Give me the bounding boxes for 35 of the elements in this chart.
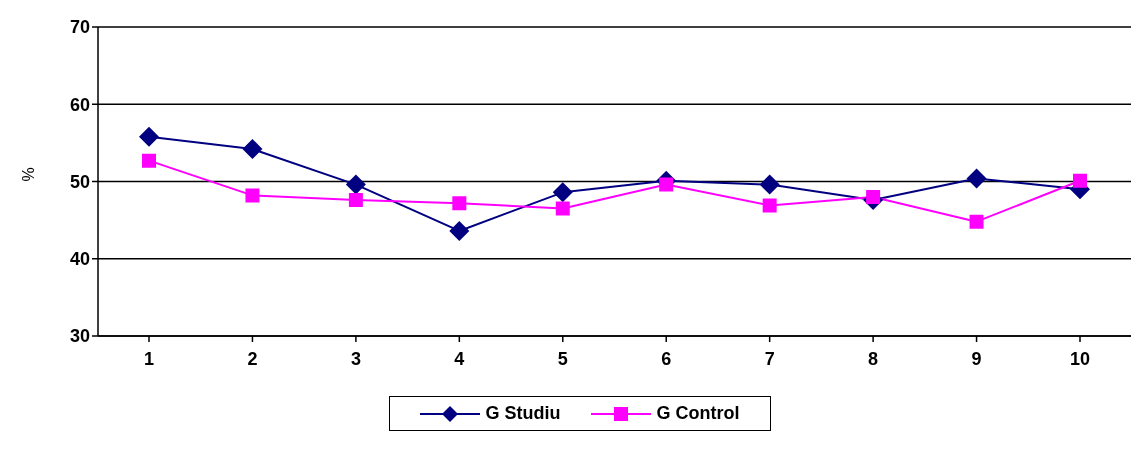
point [966, 168, 987, 189]
point [552, 182, 573, 203]
point [242, 139, 263, 160]
point [245, 188, 260, 203]
y-tick-label: 60 [69, 94, 90, 115]
legend-label: G Studiu [485, 403, 561, 424]
x-tick-label: 9 [971, 348, 982, 369]
y-tick-label: 30 [69, 326, 90, 347]
point [452, 196, 467, 211]
point [555, 201, 570, 216]
point [345, 174, 366, 195]
point [969, 214, 984, 229]
x-tick-label: 3 [350, 348, 361, 369]
x-tick-label: 6 [661, 348, 672, 369]
x-tick-label: 10 [1069, 348, 1091, 369]
y-tick-label: 40 [69, 249, 90, 270]
x-tick-label: 1 [143, 348, 155, 369]
y-tick-label: 50 [69, 171, 90, 192]
point [449, 220, 470, 241]
x-tick-label: 2 [247, 348, 258, 369]
point [348, 193, 363, 208]
point [659, 177, 674, 192]
legend-label: G Control [656, 403, 740, 424]
x-tick-label: 5 [557, 348, 568, 369]
point [762, 198, 777, 213]
y-tick-label: 70 [69, 17, 90, 38]
x-tick-label: 8 [868, 348, 879, 369]
point [1073, 173, 1087, 188]
point [139, 126, 159, 147]
x-tick-label: 4 [454, 348, 465, 369]
point [142, 153, 156, 168]
y-axis-title: % [19, 167, 37, 182]
point [866, 189, 881, 204]
x-tick-label: 7 [764, 348, 775, 369]
point [759, 174, 780, 195]
